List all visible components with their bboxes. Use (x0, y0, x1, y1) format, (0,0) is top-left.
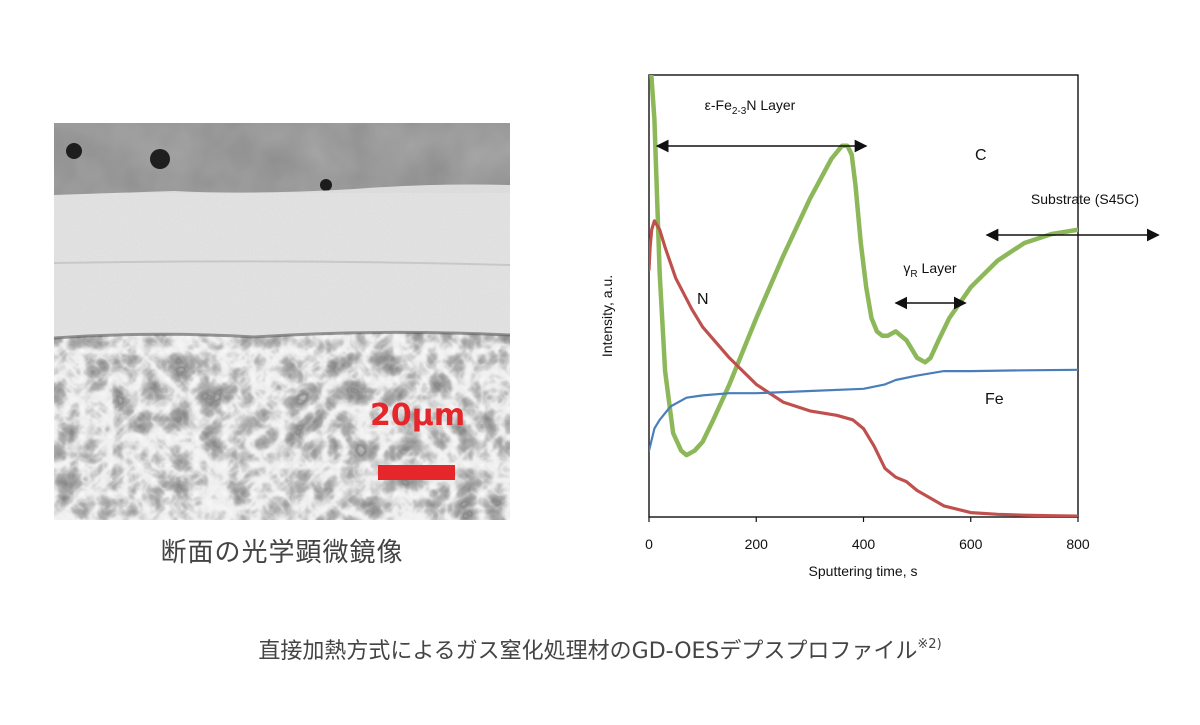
x-tick-label: 800 (1066, 536, 1090, 552)
series-layer (649, 75, 1078, 517)
figure-caption-note: ※2) (917, 637, 942, 652)
series-line-fe (649, 368, 1078, 452)
series-label-c: C (975, 147, 987, 164)
annotation-label: ε-Fe2-3N Layer (705, 97, 796, 117)
x-axis-label: Sputtering time, s (809, 563, 918, 579)
micrograph-caption: 断面の光学顕微鏡像 (160, 538, 404, 568)
annotation-label: Substrate (S45C) (1031, 191, 1139, 207)
micrograph-image: 20μm (54, 123, 510, 520)
series-label-n: N (697, 291, 709, 308)
series-label-fe: Fe (985, 391, 1004, 408)
x-tick-label: 600 (959, 536, 983, 552)
plot-area (648, 74, 1079, 518)
series-labels: C N Fe (697, 147, 1004, 408)
micrograph-panel: 20μm (54, 123, 510, 520)
x-tick-label: 0 (645, 536, 653, 552)
series-line-n (649, 219, 1078, 517)
figure-caption-text: 直接加熱方式によるガス窒化処理材のGD-OESデプスプロファイル (258, 639, 918, 664)
series-line-c (649, 75, 1078, 458)
annotations: ε-Fe2-3N Layer γR Layer Substrate (S45C) (655, 97, 1160, 310)
x-ticks: 0 200 400 600 800 (645, 517, 1090, 552)
scale-label: 20μm (370, 398, 465, 433)
annotation-label: γR Layer (903, 260, 956, 280)
x-tick-label: 400 (852, 536, 876, 552)
y-axis-label: Intensity, a.u. (599, 275, 615, 357)
x-tick-label: 200 (745, 536, 769, 552)
scale-bar (378, 465, 455, 480)
figure-caption: 直接加熱方式によるガス窒化処理材のGD-OESデプスプロファイル※2) (0, 633, 1200, 665)
depth-profile-chart: 0 200 400 600 800 Sputtering time, s Intensi… (599, 74, 1160, 579)
